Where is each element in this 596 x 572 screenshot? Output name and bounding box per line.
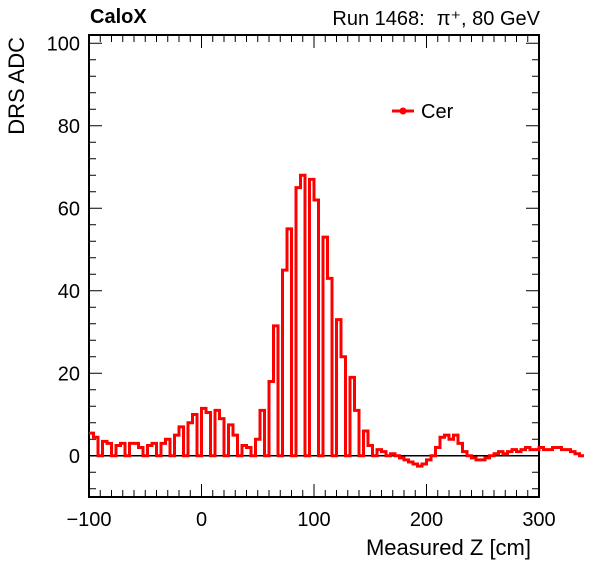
legend-marker-cer (399, 107, 407, 115)
y-tick-label: 60 (58, 198, 80, 220)
legend: Cer (392, 101, 454, 123)
x-axis-label: Measured Z [cm] (366, 535, 531, 560)
x-tick-label: 300 (522, 509, 555, 531)
run-info: Run 1468: π⁺, 80 GeV (332, 6, 540, 31)
y-tick-label: 80 (58, 116, 80, 138)
x-tick-label: 200 (410, 509, 443, 531)
beam-info: π⁺, 80 GeV (436, 8, 540, 30)
x-tick-label: 0 (196, 509, 207, 531)
y-tick-label: 0 (69, 446, 80, 468)
legend-label-cer: Cer (421, 101, 454, 123)
run-number: Run 1468: (332, 8, 425, 30)
data-group (89, 173, 584, 468)
x-tick-label: 100 (297, 509, 330, 531)
y-tick-label: 20 (58, 363, 80, 385)
series-cer-line (89, 173, 584, 468)
ticks-group: −100 0 100 200 300 0 20 40 60 80 100 (47, 33, 556, 531)
y-axis-label: DRS ADC (4, 37, 29, 135)
y-tick-label: 100 (47, 33, 80, 55)
experiment-label: CaloX (90, 6, 147, 28)
y-tick-label: 40 (58, 281, 80, 303)
plot-frame-group (88, 34, 540, 498)
x-tick-label: −100 (66, 509, 111, 531)
plot-frame (88, 34, 540, 498)
